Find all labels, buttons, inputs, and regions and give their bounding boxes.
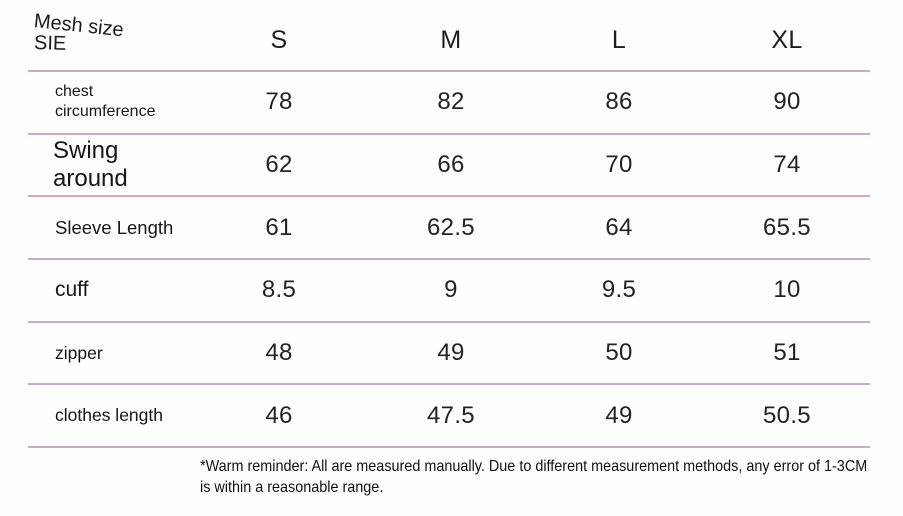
cell-value: 49 [605, 401, 633, 429]
row-label-cell: Sleeve Length [28, 217, 190, 239]
row-label: clothes length [55, 405, 163, 426]
cell-value: 9 [444, 276, 458, 304]
cell-value: 70 [605, 151, 633, 179]
row-label: Swing around [53, 137, 128, 193]
cell-value: 78 [265, 88, 293, 116]
cell-value: 50.5 [763, 401, 811, 429]
column-header-xl: XL [771, 25, 803, 54]
cell-value: 48 [265, 339, 293, 367]
cell-value: 9.5 [601, 276, 637, 304]
cell-value: 61 [265, 213, 293, 241]
table-row: zipper 48 49 50 51 [28, 323, 870, 386]
cell-value: 74 [773, 151, 801, 179]
table-title: Mesh size SIE [33, 10, 194, 55]
cell-value: 65.5 [763, 213, 811, 241]
column-header-m: M [440, 25, 462, 54]
cell-value: 86 [605, 88, 633, 116]
row-label: cuff [55, 278, 89, 302]
table-title-line2: SIE [33, 32, 67, 55]
cell-value: 10 [773, 276, 801, 304]
row-label-cell: cuff [28, 278, 190, 302]
warm-reminder-note: *Warm reminder: All are measured manuall… [200, 458, 868, 496]
cell-value: 82 [437, 88, 465, 116]
cell-value: 46 [265, 401, 293, 429]
table-header-row: Mesh size SIE S M L XL [28, 0, 870, 72]
row-label: chest circumference [55, 83, 156, 121]
row-label-cell: clothes length [28, 405, 190, 426]
table-row: Swing around 62 66 70 74 [28, 135, 870, 198]
cell-value: 90 [773, 88, 801, 116]
cell-value: 66 [437, 151, 465, 179]
row-label-cell: zipper [28, 343, 190, 364]
cell-value: 62.5 [427, 213, 475, 241]
cell-value: 49 [437, 339, 465, 367]
table-row: cuff 8.5 9 9.5 10 [28, 260, 870, 323]
cell-value: 47.5 [427, 401, 475, 429]
row-label-cell: chest circumference [28, 82, 190, 122]
row-label: Sleeve Length [55, 216, 174, 238]
column-header-l: L [611, 25, 627, 54]
column-header-s: S [270, 25, 288, 54]
cell-value: 64 [605, 213, 633, 241]
row-label-cell: Swing around [28, 137, 190, 192]
table-row: chest circumference 78 82 86 90 [28, 72, 870, 135]
cell-value: 8.5 [261, 276, 297, 304]
cell-value: 51 [773, 339, 801, 367]
cell-value: 62 [265, 151, 293, 179]
table-row: Sleeve Length 61 62.5 64 65.5 [28, 197, 870, 261]
cell-value: 50 [605, 339, 633, 367]
size-chart-table: Mesh size SIE S M L XL chest circumferen… [28, 0, 870, 449]
row-label: zipper [55, 342, 103, 363]
table-row: clothes length 46 47.5 49 50.5 [28, 385, 870, 449]
